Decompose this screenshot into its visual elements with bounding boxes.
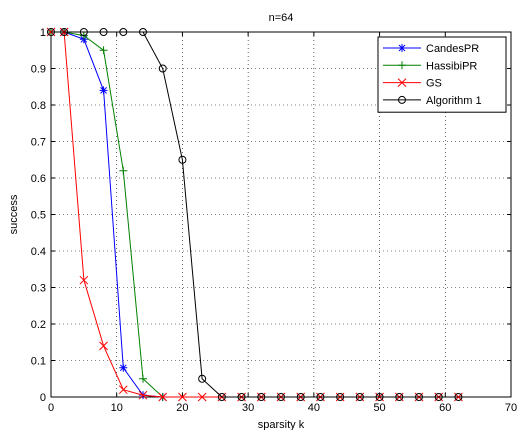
legend-marker-algorithm-1 (398, 95, 406, 104)
data-point-algorithm-1 (296, 393, 305, 401)
series-layer (46, 27, 463, 402)
data-point-algorithm-1 (277, 393, 285, 401)
x-tick-label: 40 (308, 402, 320, 414)
data-point-algorithm-1 (257, 393, 266, 401)
y-tick-label: 0.8 (31, 100, 46, 112)
legend-label-hassibipr: HassibiPR (426, 60, 477, 72)
data-point-algorithm-1 (375, 393, 384, 401)
data-point-gs (178, 392, 187, 402)
x-tick-label: 30 (242, 402, 254, 414)
y-tick-label: 0 (40, 392, 46, 404)
data-point-hassibipr (139, 374, 147, 383)
y-axis-title: success (8, 194, 20, 234)
data-point-gs (138, 390, 148, 400)
data-point-hassibipr (99, 46, 108, 55)
x-tick-label: 70 (505, 402, 517, 414)
data-point-algorithm-1 (99, 28, 108, 36)
axis-ticks: 00.10.20.30.40.50.60.70.80.910 10 20 30 40 50… (31, 27, 517, 414)
legend: CandesPR HassibiPR GS Algorithm 1 (377, 36, 507, 113)
legend-marker-hassibipr (398, 61, 406, 70)
data-point-algorithm-1 (139, 28, 147, 36)
x-tick-label: 20 (176, 402, 188, 414)
x-tick-label: 50 (373, 402, 385, 414)
data-point-candespr (99, 86, 108, 95)
x-tick-label: 60 (439, 402, 451, 414)
chart-title: n=64 (269, 12, 294, 24)
y-tick-label: 0.2 (31, 319, 46, 331)
data-point-candespr (119, 363, 128, 372)
data-point-algorithm-1 (434, 393, 443, 401)
y-tick-label: 0.9 (31, 64, 46, 76)
data-point-algorithm-1 (178, 155, 187, 164)
y-tick-label: 0.3 (31, 283, 46, 295)
y-tick-label: 0.4 (31, 246, 46, 258)
data-point-algorithm-1 (395, 393, 404, 401)
series-algorithm-1 (47, 28, 463, 401)
data-point-gs (118, 385, 128, 395)
y-tick-label: 0.6 (31, 173, 46, 185)
data-point-gs (79, 275, 89, 285)
data-point-algorithm-1 (198, 374, 207, 383)
y-tick-label: 0.7 (31, 137, 46, 149)
data-point-algorithm-1 (60, 28, 69, 36)
y-tick-label: 0.1 (31, 356, 46, 368)
y-tick-label: 0.5 (31, 210, 46, 222)
legend-label-gs: GS (426, 78, 442, 90)
data-point-algorithm-1 (454, 393, 463, 401)
data-point-gs (158, 392, 168, 402)
series-candespr (47, 28, 167, 401)
x-axis-title: sparsity k (258, 419, 305, 430)
data-point-algorithm-1 (316, 393, 325, 401)
x-tick-label: 0 (48, 402, 54, 414)
data-point-gs (197, 392, 207, 402)
data-point-algorithm-1 (119, 28, 128, 36)
data-point-gs (99, 341, 108, 351)
data-point-algorithm-1 (336, 393, 345, 401)
data-point-algorithm-1 (158, 64, 167, 73)
data-point-hassibipr (119, 166, 128, 175)
data-point-algorithm-1 (79, 28, 88, 36)
legend-label-algorithm-1: Algorithm 1 (426, 95, 482, 107)
grid (51, 32, 511, 397)
legend-label-candespr: CandesPR (426, 43, 479, 55)
legend-marker-candespr (398, 44, 406, 52)
data-point-algorithm-1 (355, 393, 364, 401)
series-line-algorithm-1 (51, 31, 459, 398)
data-point-algorithm-1 (237, 393, 246, 401)
data-point-algorithm-1 (47, 28, 55, 36)
data-point-algorithm-1 (415, 393, 423, 401)
data-point-algorithm-1 (217, 393, 226, 401)
x-tick-label: 10 (111, 402, 123, 414)
y-tick-label: 1 (40, 27, 46, 39)
legend-marker-gs (397, 78, 407, 87)
series-hassibipr (47, 28, 167, 401)
